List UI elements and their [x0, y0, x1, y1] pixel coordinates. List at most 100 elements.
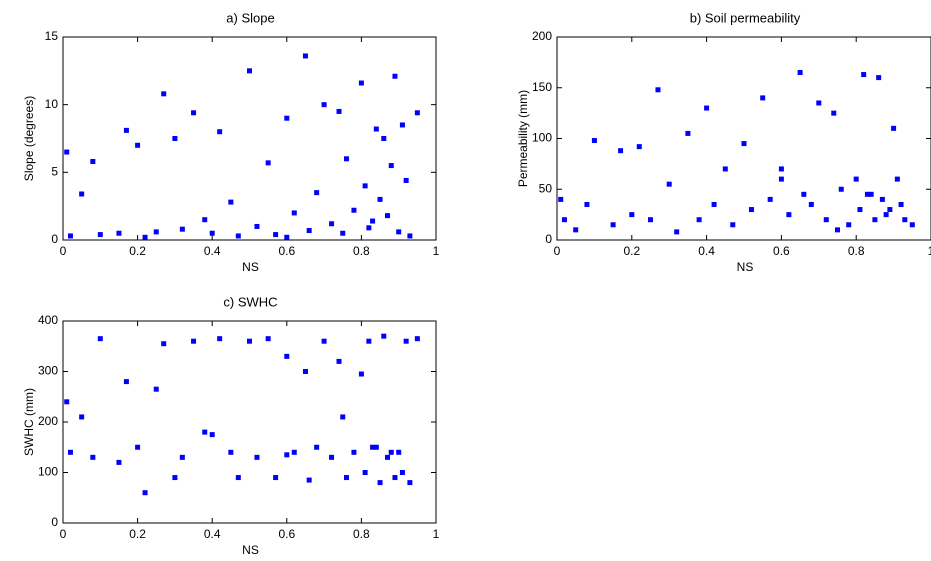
point: [861, 72, 867, 78]
point: [392, 475, 398, 481]
point: [868, 191, 874, 197]
point: [366, 338, 372, 344]
point: [191, 338, 197, 344]
point: [116, 459, 122, 465]
point: [235, 475, 241, 481]
point: [377, 196, 383, 202]
y-tick-label: 200: [38, 414, 58, 428]
x-tick-label: 1: [433, 527, 440, 541]
point: [314, 444, 320, 450]
point: [321, 338, 327, 344]
point: [407, 233, 413, 239]
point: [399, 470, 405, 475]
point: [864, 191, 870, 197]
chart-title: c) SWHC: [223, 294, 277, 309]
point: [351, 207, 357, 213]
point: [591, 138, 597, 144]
point: [778, 176, 784, 182]
point: [385, 454, 391, 460]
x-axis-label: NS: [242, 260, 259, 274]
point: [343, 475, 349, 481]
point: [284, 452, 290, 458]
point: [202, 429, 208, 435]
point: [373, 126, 379, 132]
point: [358, 80, 364, 86]
point: [362, 470, 368, 475]
x-tick-label: 1: [928, 244, 931, 258]
point: [573, 227, 579, 233]
point: [64, 149, 70, 155]
point: [302, 53, 308, 59]
point: [306, 477, 312, 483]
point: [797, 70, 803, 76]
x-tick-label: 0.6: [773, 244, 790, 258]
point: [823, 217, 829, 223]
point: [370, 444, 376, 450]
point: [336, 358, 342, 364]
y-tick-label: 400: [38, 313, 58, 327]
point: [340, 414, 346, 420]
point: [254, 454, 260, 460]
point: [760, 95, 766, 101]
y-tick-label: 100: [532, 131, 552, 145]
point: [909, 222, 915, 228]
point: [191, 110, 197, 116]
axes-box: [556, 36, 931, 241]
y-tick-label: 10: [45, 97, 59, 111]
point: [284, 353, 290, 359]
x-tick-label: 0.2: [623, 244, 640, 258]
point: [561, 217, 567, 223]
point: [674, 229, 680, 235]
point: [403, 338, 409, 344]
point: [857, 207, 863, 213]
point: [351, 449, 357, 455]
x-tick-label: 0.4: [204, 244, 221, 258]
point: [831, 110, 837, 116]
point: [396, 229, 402, 235]
point: [64, 399, 70, 405]
point: [891, 125, 897, 131]
point: [629, 212, 635, 218]
point: [329, 221, 335, 227]
point: [648, 217, 653, 223]
y-tick-label: 5: [51, 165, 58, 179]
point: [816, 100, 822, 106]
point: [321, 102, 327, 108]
point: [202, 217, 208, 223]
point: [887, 207, 893, 213]
point: [142, 234, 148, 240]
point: [273, 475, 279, 481]
point: [741, 141, 747, 147]
point: [273, 232, 279, 238]
point: [97, 232, 103, 238]
point: [902, 217, 908, 223]
point: [381, 333, 387, 339]
x-axis-label: NS: [737, 260, 754, 274]
y-tick-label: 50: [539, 181, 553, 195]
point: [79, 414, 85, 420]
x-tick-label: 0: [60, 527, 67, 541]
point: [265, 160, 271, 166]
point: [67, 233, 73, 239]
point: [247, 68, 252, 74]
x-tick-label: 0.8: [353, 244, 370, 258]
point: [79, 191, 85, 197]
point: [329, 454, 335, 460]
x-tick-label: 0: [60, 244, 67, 258]
point: [767, 196, 773, 202]
point: [898, 201, 904, 207]
point: [388, 449, 394, 455]
point: [284, 234, 290, 240]
point: [291, 210, 297, 216]
point: [846, 222, 852, 228]
point: [618, 148, 624, 154]
point: [90, 454, 96, 460]
point: [879, 196, 885, 202]
point: [778, 166, 784, 172]
point: [209, 432, 215, 438]
point: [265, 336, 271, 342]
y-tick-label: 100: [38, 465, 58, 479]
point: [358, 371, 364, 377]
point: [373, 444, 379, 450]
